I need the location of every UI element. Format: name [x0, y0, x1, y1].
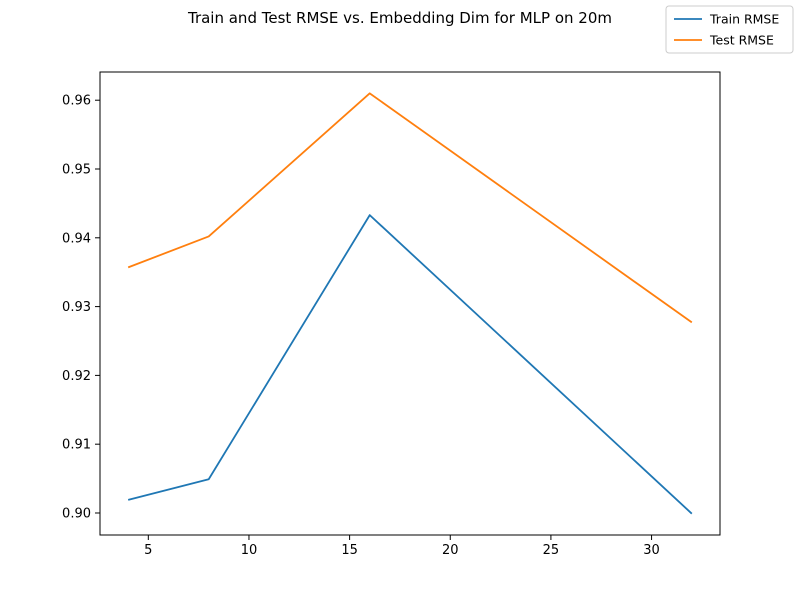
series-line-test	[127, 92, 693, 324]
y-tick-label: 0.96	[62, 94, 91, 109]
x-tick-label: 25	[543, 543, 560, 558]
y-tick-label: 0.90	[62, 506, 91, 521]
y-tick-label: 0.91	[62, 438, 91, 453]
x-tick-label: 20	[442, 543, 459, 558]
x-axis: 5 10 15 20 25 30	[144, 535, 660, 558]
series-line-train	[127, 214, 693, 515]
y-tick-label: 0.93	[62, 300, 91, 315]
x-tick-label: 5	[144, 543, 152, 558]
y-tick-label: 0.95	[62, 163, 91, 178]
x-tick-label: 30	[643, 543, 660, 558]
legend-box	[665, 5, 794, 54]
legend-label-train: Train RMSE	[709, 12, 779, 27]
y-axis: 0.90 0.91 0.92 0.93 0.94 0.95 0.96	[62, 94, 100, 521]
series-group	[127, 92, 693, 515]
plot-frame	[99, 71, 721, 536]
legend: Train RMSE Test RMSE	[665, 5, 794, 54]
chart-title: Train and Test RMSE vs. Embedding Dim fo…	[187, 9, 612, 27]
x-tick-label: 10	[241, 543, 258, 558]
y-tick-label: 0.92	[62, 369, 91, 384]
x-tick-label: 15	[341, 543, 358, 558]
y-tick-label: 0.94	[62, 231, 91, 246]
legend-label-test: Test RMSE	[709, 33, 774, 48]
